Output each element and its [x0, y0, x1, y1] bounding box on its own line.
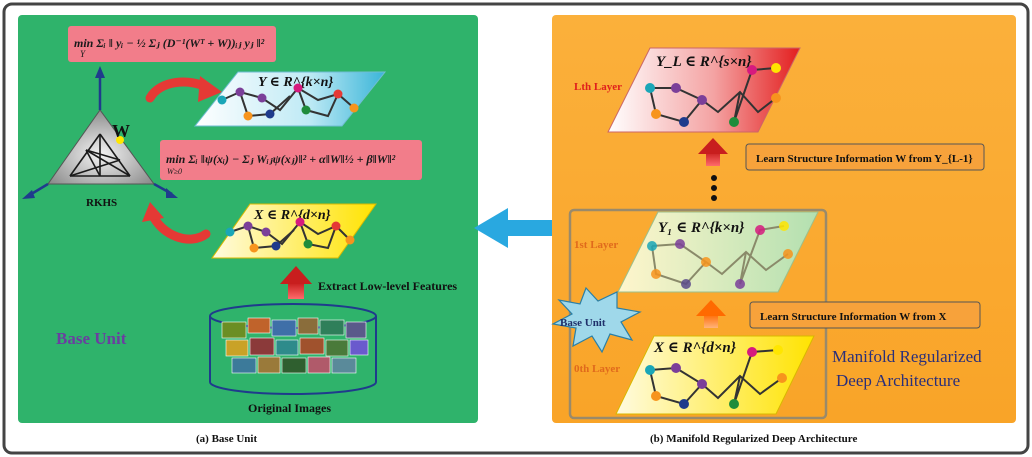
- rkhs-triangle: [22, 66, 178, 199]
- first-layer-label: 1st Layer: [574, 239, 618, 251]
- top-arrow-shaft: [706, 152, 720, 166]
- extract-label: Extract Low-level Features: [318, 279, 457, 293]
- layer-ellipsis: [711, 175, 717, 201]
- x0-space-label: X ∈ R^{d×n}: [653, 340, 737, 356]
- learn-bottom-box: [749, 301, 981, 329]
- extract-arrow-shaft: [288, 283, 304, 299]
- rkhs-label: RKHS: [86, 197, 117, 209]
- eq2-sub: W≥0: [167, 167, 182, 176]
- panel-b-caption: (b) Manifold Regularized Deep Architectu…: [650, 433, 857, 445]
- y-space-nodes: [217, 83, 359, 121]
- x0-space-plane: [615, 335, 815, 415]
- extract-arrow-head: [280, 266, 312, 284]
- panel-a-caption: (a) Base Unit: [196, 433, 257, 445]
- learn-top-box: [745, 143, 985, 171]
- base-unit-starburst: [551, 286, 642, 354]
- top-arrow-head: [698, 138, 728, 154]
- panel-b-title-line1: Manifold Regularized: [832, 347, 982, 366]
- w-label: W: [112, 121, 130, 141]
- zeroth-layer-label: 0th Layer: [574, 363, 620, 375]
- bottom-arrow-shaft: [704, 314, 718, 328]
- base-unit-badge: Base Unit: [560, 317, 606, 329]
- yl-space-label: Y_L ∈ R^{s×n}: [656, 54, 752, 70]
- eq2-box: [160, 140, 422, 180]
- learn-top-label: Learn Structure Information W from Y_{L-…: [756, 153, 973, 165]
- y1-space-plane: [617, 211, 819, 293]
- images-label: Original Images: [248, 401, 331, 415]
- x-space-label: X ∈ R^{d×n}: [253, 208, 331, 223]
- yl-space-nodes: [645, 63, 781, 127]
- panel-b-title-line2: Deep Architecture: [836, 371, 960, 390]
- original-images-cylinder: [209, 303, 377, 395]
- x-space-nodes: [225, 217, 355, 253]
- panel-a-title: Base Unit: [56, 329, 127, 348]
- curved-arrow-bottom: [147, 209, 211, 244]
- curved-arrow-bottom-head: [142, 202, 164, 222]
- x0-space-nodes: [645, 345, 787, 409]
- learn-bottom-label: Learn Structure Information W from X: [760, 311, 947, 323]
- y1-space-label: Y₁ ∈ R^{k×n}: [658, 220, 745, 236]
- eq1-sub: Y: [80, 49, 86, 59]
- image-thumbnails: [221, 317, 369, 374]
- lth-layer-label: Lth Layer: [574, 81, 622, 93]
- y-space-label: Y ∈ R^{k×n}: [258, 75, 333, 90]
- bottom-arrow-head: [696, 300, 726, 316]
- eq1-text: min Σᵢ ‖ yᵢ − ½ Σⱼ (D⁻¹(Wᵀ + W))ᵢⱼ yⱼ ‖²: [74, 36, 265, 50]
- y1-space-nodes: [647, 221, 793, 289]
- eq2-text: min Σᵢ ‖ψ(xᵢ) − Σⱼ Wᵢⱼψ(xⱼ)‖² + α‖W‖½ + …: [166, 152, 396, 166]
- curved-arrow-top-head: [198, 76, 222, 102]
- eq1-box: [68, 26, 276, 62]
